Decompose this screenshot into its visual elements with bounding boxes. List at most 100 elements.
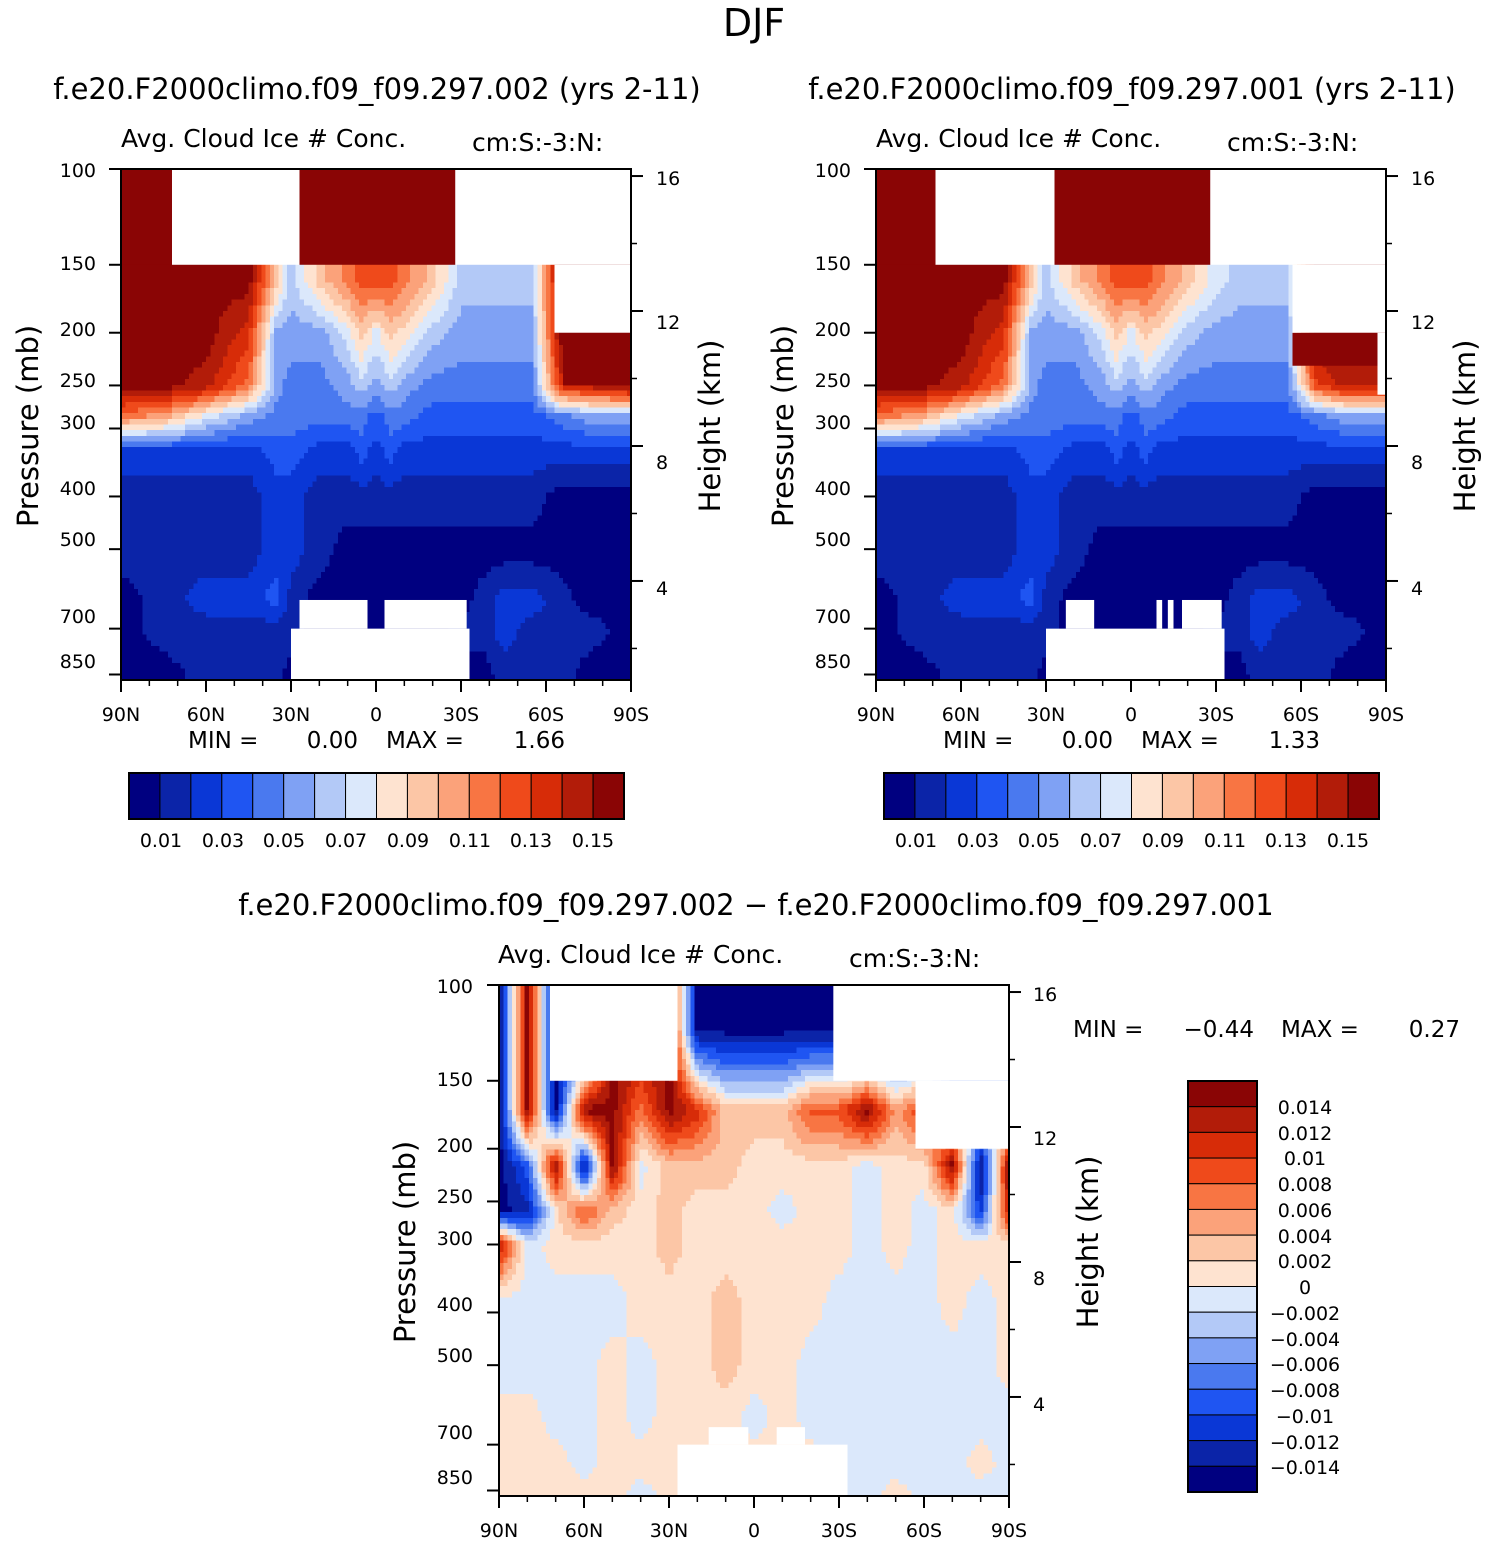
field-cell bbox=[385, 277, 390, 283]
field-cell bbox=[159, 271, 164, 277]
field-cell bbox=[410, 277, 415, 283]
field-cell bbox=[431, 266, 436, 272]
field-cell bbox=[312, 266, 317, 272]
field-cell bbox=[376, 266, 381, 272]
field-cell bbox=[219, 277, 224, 283]
field-cell bbox=[206, 266, 211, 272]
field-cell bbox=[312, 271, 317, 277]
field-cell bbox=[436, 271, 441, 277]
field-cell bbox=[266, 266, 271, 272]
field-cell bbox=[198, 266, 203, 272]
field-cell bbox=[453, 271, 458, 277]
field-cell bbox=[270, 271, 275, 277]
field-cell bbox=[325, 266, 330, 272]
field-cell bbox=[355, 266, 360, 272]
field-cell bbox=[516, 266, 521, 272]
field-cell bbox=[529, 271, 534, 277]
field-cell bbox=[465, 271, 470, 277]
field-cell bbox=[147, 271, 152, 277]
field-cell bbox=[385, 266, 390, 272]
field-cell bbox=[240, 271, 245, 277]
field-cell bbox=[249, 271, 254, 277]
field-cell bbox=[168, 266, 173, 272]
field-cell bbox=[210, 271, 215, 277]
field-cell bbox=[325, 277, 330, 283]
field-cell bbox=[512, 271, 517, 277]
field-cell bbox=[431, 277, 436, 283]
field-cell bbox=[270, 266, 275, 272]
field-cell bbox=[444, 277, 449, 283]
field-cell bbox=[423, 271, 428, 277]
field-cell bbox=[402, 271, 407, 277]
field-cell bbox=[151, 277, 156, 283]
field-cell bbox=[342, 271, 347, 277]
field-cell bbox=[461, 266, 466, 272]
field-cell bbox=[329, 277, 334, 283]
field-cell bbox=[159, 277, 164, 283]
field-cell bbox=[470, 266, 475, 272]
field-cell bbox=[278, 266, 283, 272]
field-cell bbox=[287, 266, 292, 272]
plot-area bbox=[121, 169, 632, 681]
field-cell bbox=[546, 266, 551, 272]
field-cell bbox=[550, 266, 555, 272]
field-cell bbox=[261, 266, 266, 272]
field-cell bbox=[393, 266, 398, 272]
field-cell bbox=[329, 266, 334, 272]
field-cell bbox=[457, 271, 462, 277]
field-cell bbox=[176, 271, 181, 277]
field-cell bbox=[147, 277, 152, 283]
field-cell bbox=[151, 266, 156, 272]
field-cell bbox=[372, 266, 377, 272]
field-cell bbox=[155, 271, 160, 277]
field-cell bbox=[342, 266, 347, 272]
field-cell bbox=[155, 266, 160, 272]
figure: DJF f.e20.F2000climo.f09_f09.297.002 (yr… bbox=[0, 0, 1508, 1544]
field-cell bbox=[346, 277, 351, 283]
field-cell bbox=[334, 266, 339, 272]
field-cell bbox=[533, 266, 538, 272]
field-cell bbox=[198, 271, 203, 277]
field-cell bbox=[423, 266, 428, 272]
field-cell bbox=[227, 277, 232, 283]
field-cell bbox=[185, 266, 190, 272]
field-cell bbox=[342, 277, 347, 283]
field-cell bbox=[546, 271, 551, 277]
field-cell bbox=[278, 277, 283, 283]
field-cell bbox=[402, 277, 407, 283]
field-cell bbox=[227, 271, 232, 277]
field-cell bbox=[448, 266, 453, 272]
field-cell bbox=[431, 271, 436, 277]
field-cell bbox=[380, 277, 385, 283]
field-cell bbox=[389, 266, 394, 272]
field-cell bbox=[164, 266, 169, 272]
field-cell bbox=[380, 271, 385, 277]
field-cell bbox=[470, 271, 475, 277]
field-cell bbox=[444, 271, 449, 277]
field-cell bbox=[295, 266, 300, 272]
field-cell bbox=[397, 277, 402, 283]
field-cell bbox=[287, 271, 292, 277]
field-cell bbox=[138, 271, 143, 277]
field-cell bbox=[198, 277, 203, 283]
field-cell bbox=[291, 277, 296, 283]
field-cell bbox=[223, 266, 228, 272]
field-cell bbox=[244, 271, 249, 277]
field-cell bbox=[440, 271, 445, 277]
field-cell bbox=[142, 266, 147, 272]
field-cell bbox=[308, 271, 313, 277]
field-cell bbox=[236, 277, 241, 283]
field-cell bbox=[410, 266, 415, 272]
field-cell bbox=[189, 271, 194, 277]
field-cell bbox=[317, 277, 322, 283]
field-cell bbox=[300, 277, 305, 283]
field-cell bbox=[176, 266, 181, 272]
field-cell bbox=[257, 277, 262, 283]
field-cell bbox=[304, 266, 309, 272]
field-cell bbox=[130, 271, 135, 277]
field-cell bbox=[278, 271, 283, 277]
field-cell bbox=[521, 271, 526, 277]
field-cell bbox=[368, 266, 373, 272]
field-cell bbox=[495, 266, 500, 272]
field-cell bbox=[474, 266, 479, 272]
